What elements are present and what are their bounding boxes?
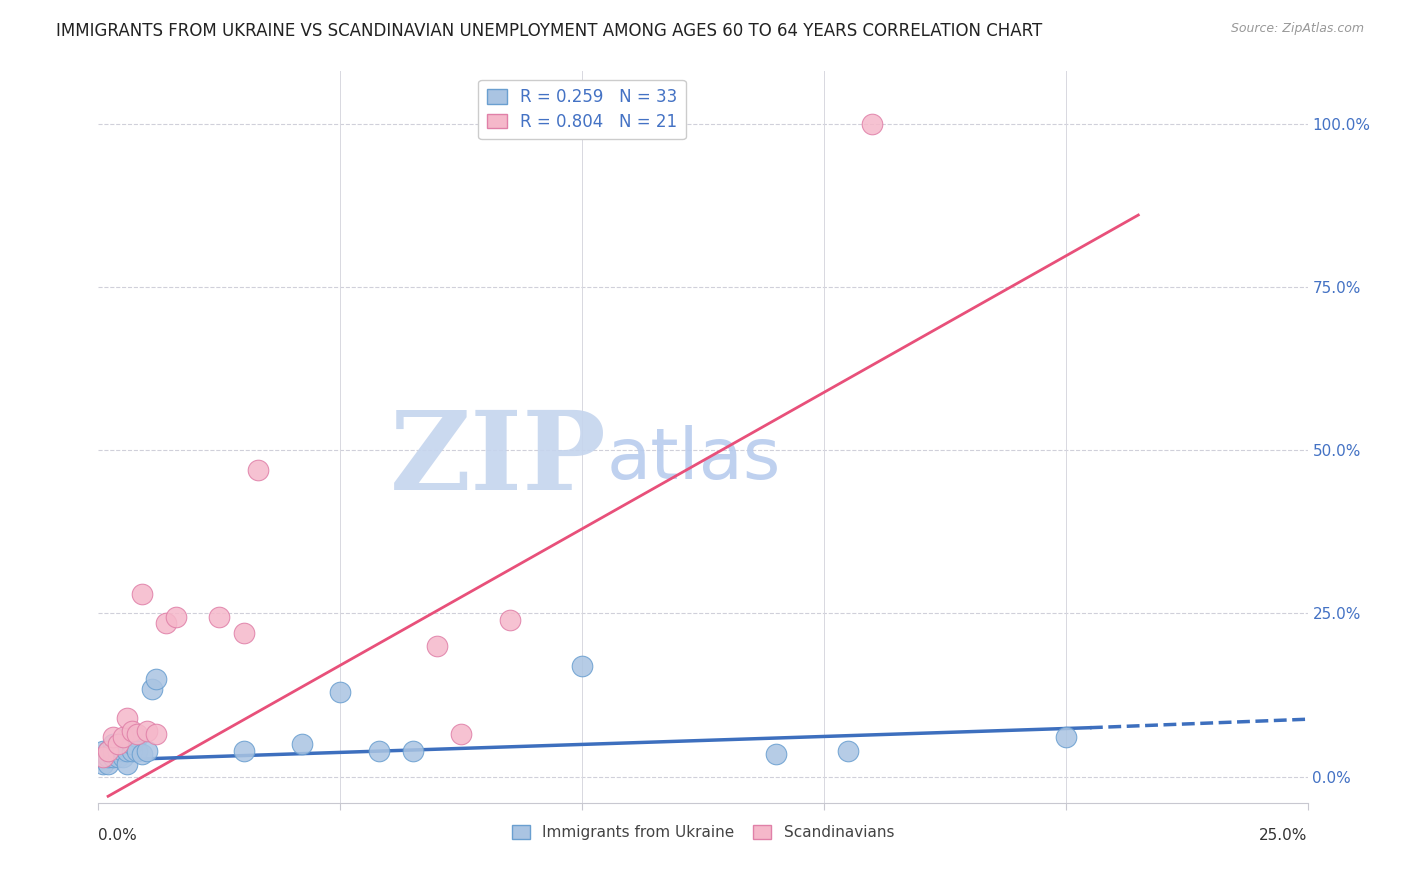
Point	[107, 743, 129, 757]
Point	[135, 723, 157, 738]
Point	[247, 463, 270, 477]
Point	[155, 616, 177, 631]
Point	[127, 731, 149, 745]
Point	[450, 727, 472, 741]
Legend: Immigrants from Ukraine, Scandinavians: Immigrants from Ukraine, Scandinavians	[506, 819, 900, 847]
Point	[145, 672, 167, 686]
Point	[97, 750, 120, 764]
Point	[127, 743, 149, 757]
Point	[127, 727, 149, 741]
Point	[131, 587, 153, 601]
Point	[101, 743, 124, 757]
Point	[141, 681, 163, 696]
Point	[121, 737, 143, 751]
Point	[402, 743, 425, 757]
Point	[117, 756, 139, 771]
Point	[1054, 731, 1077, 745]
Text: 0.0%: 0.0%	[98, 828, 138, 843]
Point	[368, 743, 391, 757]
Point	[111, 750, 134, 764]
Point	[135, 743, 157, 757]
Text: atlas: atlas	[606, 425, 780, 493]
Point	[107, 737, 129, 751]
Point	[97, 756, 120, 771]
Point	[232, 743, 254, 757]
Point	[426, 639, 449, 653]
Point	[107, 737, 129, 751]
Point	[121, 743, 143, 757]
Point	[91, 743, 114, 757]
Point	[571, 658, 593, 673]
Point	[107, 750, 129, 764]
Text: Source: ZipAtlas.com: Source: ZipAtlas.com	[1230, 22, 1364, 36]
Text: 25.0%: 25.0%	[1260, 828, 1308, 843]
Point	[111, 731, 134, 745]
Point	[97, 743, 120, 757]
Point	[101, 737, 124, 751]
Point	[837, 743, 859, 757]
Point	[91, 750, 114, 764]
Point	[101, 731, 124, 745]
Point	[121, 723, 143, 738]
Point	[91, 756, 114, 771]
Point	[117, 743, 139, 757]
Point	[165, 609, 187, 624]
Point	[329, 685, 352, 699]
Point	[117, 731, 139, 745]
Point	[117, 711, 139, 725]
Point	[131, 747, 153, 761]
Text: IMMIGRANTS FROM UKRAINE VS SCANDINAVIAN UNEMPLOYMENT AMONG AGES 60 TO 64 YEARS C: IMMIGRANTS FROM UKRAINE VS SCANDINAVIAN …	[56, 22, 1042, 40]
Point	[498, 613, 520, 627]
Point	[765, 747, 787, 761]
Point	[145, 727, 167, 741]
Point	[860, 117, 883, 131]
Point	[208, 609, 231, 624]
Text: ZIP: ZIP	[389, 406, 606, 513]
Point	[101, 750, 124, 764]
Point	[111, 743, 134, 757]
Point	[97, 743, 120, 757]
Point	[290, 737, 312, 751]
Point	[232, 626, 254, 640]
